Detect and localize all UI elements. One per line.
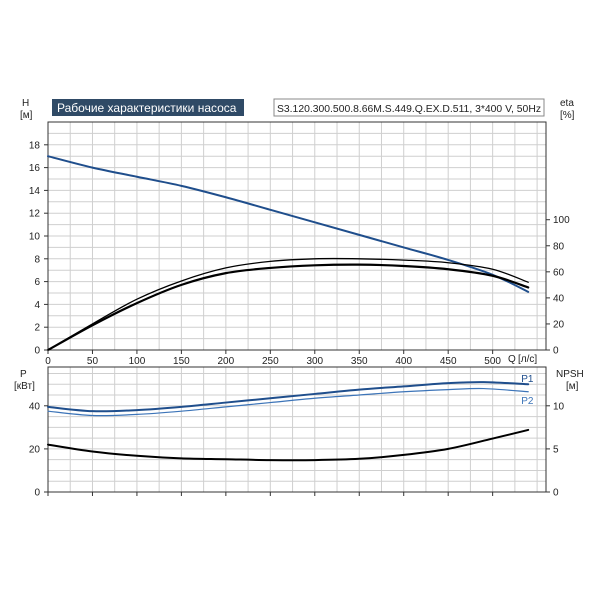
y-axis-unit-head: [м] [20,110,33,121]
series-label-p1: P1 [521,374,534,385]
y2-tick-label: 5 [553,444,559,455]
x-tick-label: 200 [218,356,235,367]
title-banner [52,99,244,116]
top-plot-series [46,155,530,352]
y-tick-label: 2 [34,323,40,334]
bottom-plot-grid [48,367,546,492]
x-tick-label: 350 [351,356,368,367]
y-axis-label-power: P [20,369,27,380]
y-tick-label: 40 [29,401,41,412]
x-tick-label: 500 [484,356,501,367]
y-axis-label-head: H [22,98,29,109]
y-tick-label: 6 [34,277,40,288]
top-series-line-1 [47,257,529,351]
bottom-plot-ticks: 0 20 40 0 5 10 [29,401,565,498]
y2-tick-label: 80 [553,241,565,252]
x-axis-label-flow: Q [508,354,516,365]
y-tick-label: 10 [29,232,41,243]
top-series-line-0 [47,155,530,293]
bottom-series-line-p2 [47,387,529,417]
y-tick-label: 18 [29,140,41,151]
x-axis-unit-flow: [л/с] [518,354,537,365]
x-tick-label: 250 [262,356,279,367]
y-tick-label: 12 [29,209,41,220]
y2-tick-label: 0 [553,346,559,357]
top-plot-grid [48,122,546,350]
y-tick-label: 8 [34,254,40,265]
x-tick-label: 0 [45,356,51,367]
pump-model-label: S3.120.300.500.8.66M.S.449.Q.EX.D.511, 3… [277,104,541,115]
y2-tick-label: 10 [553,401,565,412]
bottom-series-line-p1 [47,381,530,413]
y-tick-label: 0 [34,488,40,499]
series-label-p2: P2 [521,396,534,407]
chart-title: Рабочие характеристики насоса [57,101,237,115]
pump-model-box [273,98,545,117]
y-tick-label: 0 [34,346,40,357]
bottom-plot-frame [47,366,547,493]
x-tick-label: 450 [440,356,457,367]
y2-tick-label: 100 [553,215,570,226]
y2-tick-label: 60 [553,267,565,278]
y2-axis-unit-eta: [%] [560,110,575,121]
y2-axis-unit-npsh: [м] [566,381,579,392]
y2-axis-label-eta: eta [560,98,574,109]
y-axis-unit-power: [кВт] [14,381,35,392]
y2-tick-label: 40 [553,293,565,304]
x-tick-label: 100 [129,356,146,367]
bottom-series-line-2 [47,428,530,462]
y-tick-label: 4 [34,300,40,311]
y-tick-label: 16 [29,163,41,174]
bottom-plot-series: P1 P2 [47,374,534,462]
x-tick-label: 300 [306,356,323,367]
y-tick-label: 14 [29,186,41,197]
x-tick-label: 400 [395,356,412,367]
y2-axis-label-npsh: NPSH [556,369,584,380]
y2-tick-label: 20 [553,319,565,330]
top-series-line-2 [46,263,530,352]
y-tick-label: 20 [29,444,41,455]
y2-tick-label: 0 [553,488,559,499]
top-plot-ticks: 0 2 4 6 8 10 12 14 16 18 0 20 40 60 80 100 0 50 100 150 200 2… [29,140,570,367]
x-tick-label: 150 [173,356,190,367]
x-tick-label: 50 [87,356,99,367]
